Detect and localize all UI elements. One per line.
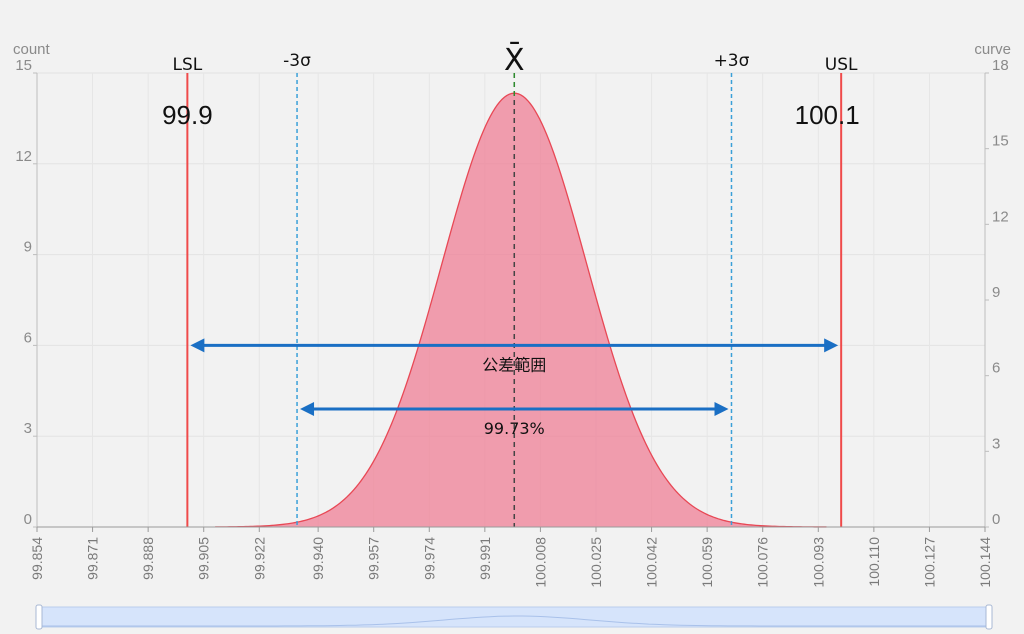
tolerance-arrow-head-left: [190, 338, 205, 353]
x-tick-label: 100.025: [588, 537, 604, 588]
y-right-tick-label: 18: [992, 57, 1009, 74]
sigma-arrow-head-right: [714, 401, 729, 416]
y-right-tick-label: 6: [992, 360, 1000, 377]
y-right-title: curve: [974, 41, 1011, 58]
slider-handle-right[interactable]: [985, 604, 993, 630]
normal-curve-line: [215, 92, 827, 528]
y-right-tick-label: 15: [992, 133, 1009, 150]
x-tick-label: 99.940: [310, 537, 326, 580]
mean-label: X̄: [504, 42, 525, 78]
y-right-tick-label: 12: [992, 208, 1009, 225]
range-arrows: 公差範囲 99.73%: [190, 338, 839, 438]
y-right-tick-label: 3: [992, 435, 1000, 452]
plus-3-sigma-label: +3σ: [714, 51, 750, 71]
zoom-slider[interactable]: [35, 604, 993, 630]
slider-preview-line: [39, 615, 989, 627]
x-tick-label: 99.991: [477, 537, 493, 580]
x-tick-label: 100.093: [810, 537, 826, 588]
y-left-tick-label: 15: [15, 57, 32, 74]
x-tick-label: 100.144: [977, 537, 993, 588]
tolerance-range-label: 公差範囲: [482, 355, 546, 374]
slider-track[interactable]: [38, 606, 990, 628]
x-tick-label: 99.974: [421, 537, 437, 580]
x-tick-label: 99.888: [140, 537, 156, 580]
minus-3-sigma-label: -3σ: [283, 51, 311, 71]
slider-handle-left[interactable]: [35, 604, 43, 630]
marker-lines: LSL USL -3σ +3σ X̄ 99.9 100.1: [162, 42, 860, 527]
axes: count curve 0 3 6 9 12 15 0 3 6 9 12 15 18 99.854 99.871…: [13, 41, 1011, 588]
tolerance-arrow-head-right: [824, 338, 839, 353]
y-left-tick-label: 12: [15, 148, 32, 165]
y-left-tick-label: 0: [24, 511, 32, 528]
x-tick-label: 100.059: [699, 537, 715, 588]
sigma-arrow-head-left: [300, 401, 315, 416]
lsl-label: LSL: [173, 55, 203, 75]
x-tick-label: 99.957: [366, 537, 382, 580]
x-tick-label: 99.854: [29, 537, 45, 580]
normal-curve-area: [215, 93, 827, 527]
x-tick-label: 99.905: [196, 537, 212, 580]
usl-label: USL: [825, 55, 858, 75]
y-right-tick-label: 0: [992, 511, 1000, 528]
x-tick-label: 100.127: [921, 537, 937, 588]
y-left-title: count: [13, 41, 51, 58]
y-right-tick-label: 9: [992, 284, 1000, 301]
x-tick-label: 99.922: [251, 537, 267, 580]
x-tick-label: 100.110: [866, 537, 882, 587]
sigma-range-label: 99.73%: [484, 419, 545, 438]
x-tick-label: 99.871: [85, 537, 101, 580]
y-left-tick-label: 3: [24, 420, 32, 437]
x-tick-label: 100.042: [644, 537, 660, 588]
y-left-tick-label: 9: [24, 239, 32, 256]
normal-curve-layer: [215, 92, 827, 528]
x-tick-label: 100.076: [755, 537, 771, 588]
y-left-tick-label: 6: [24, 329, 32, 346]
lsl-value: 99.9: [162, 100, 213, 130]
usl-value: 100.1: [795, 100, 860, 130]
x-tick-label: 100.008: [532, 537, 548, 588]
